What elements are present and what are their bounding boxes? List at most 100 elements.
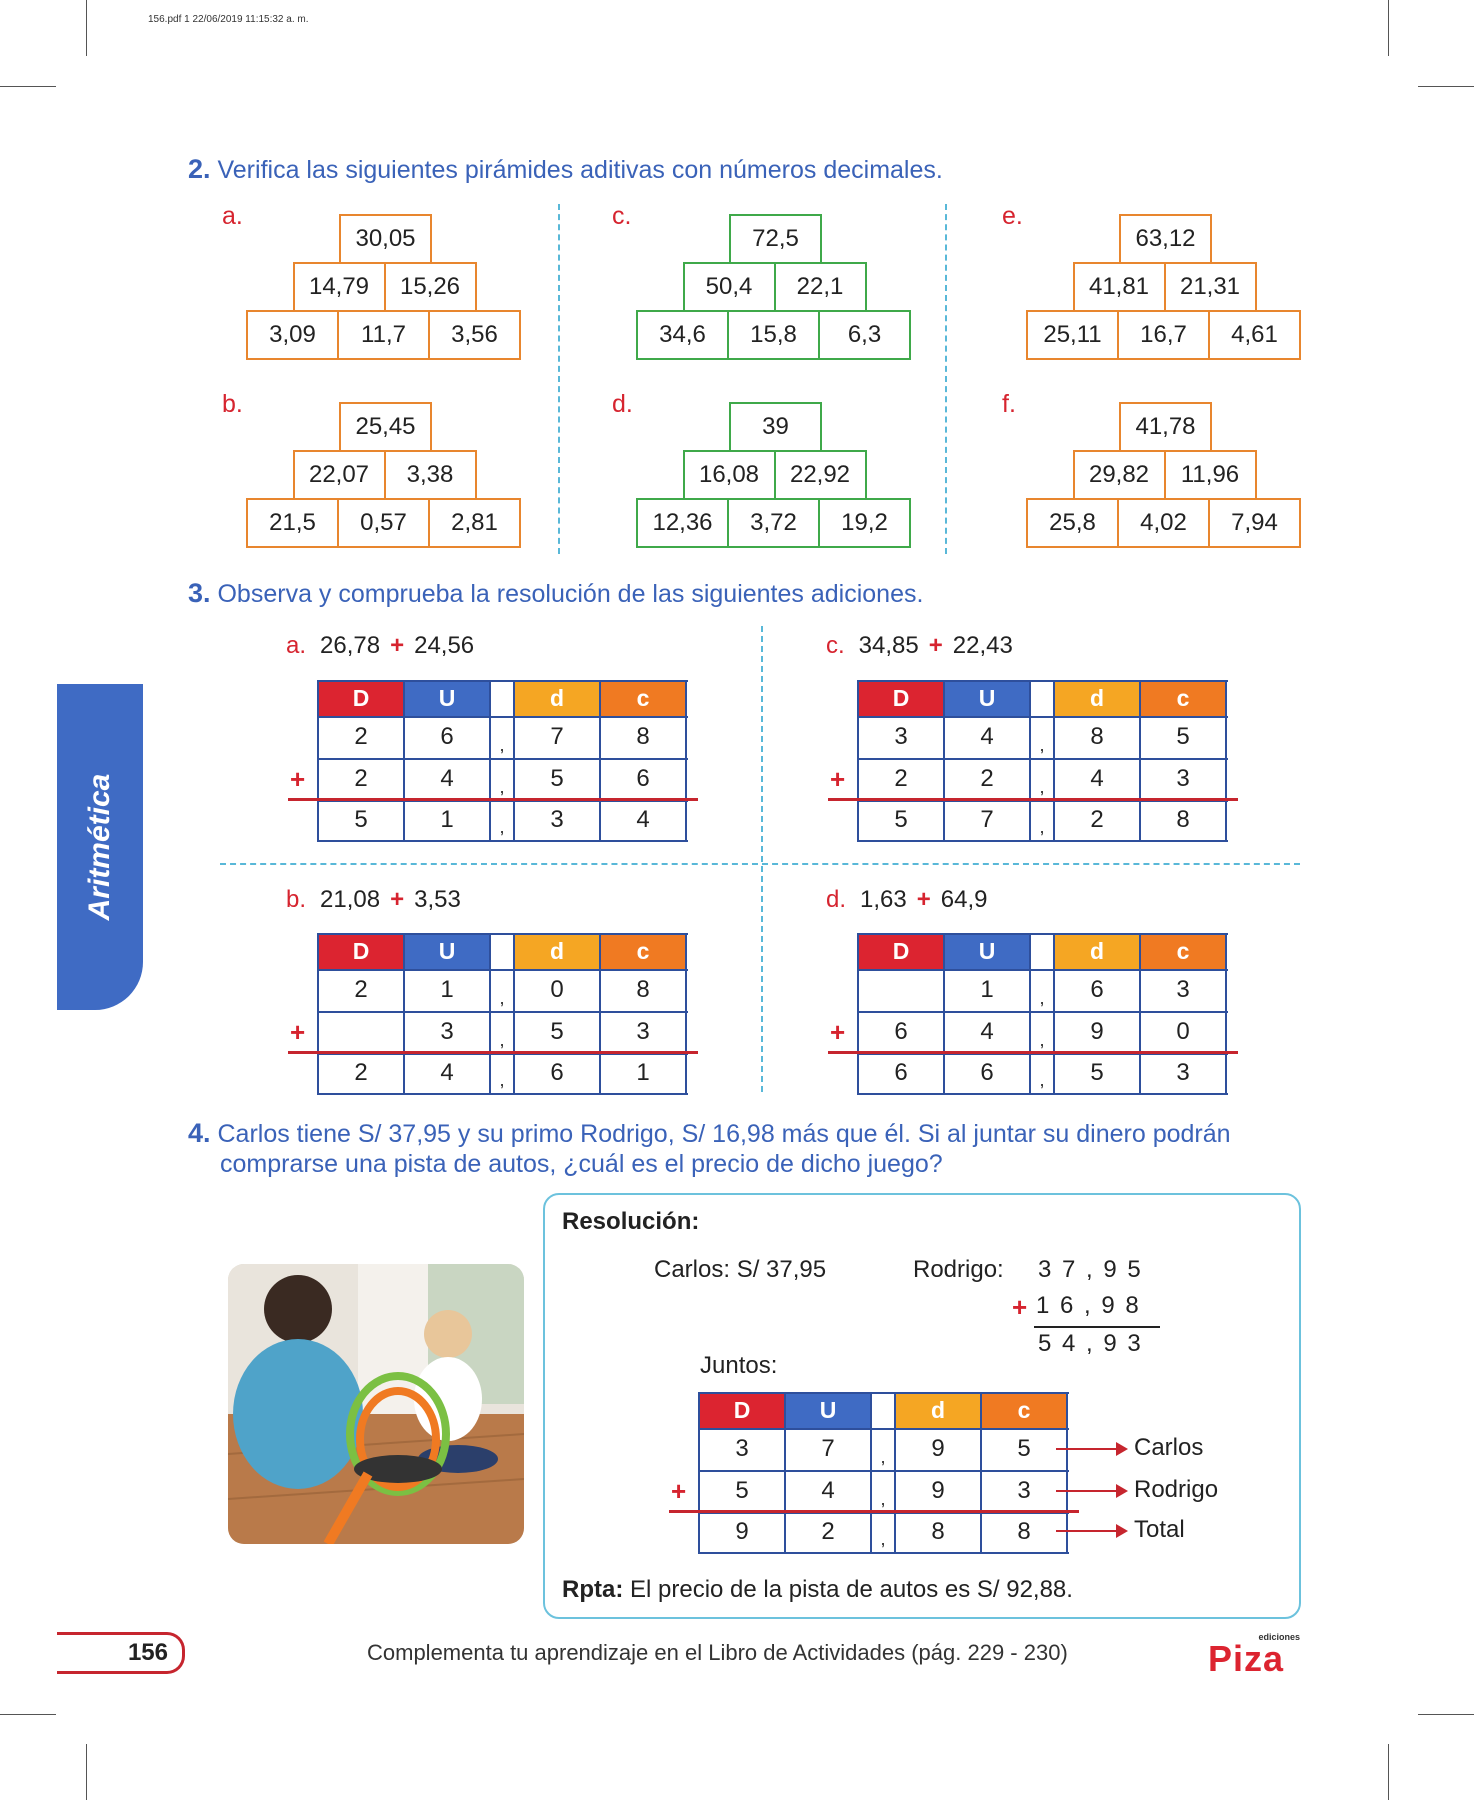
table-digit: 3 — [894, 723, 908, 750]
pyramid-cell: 63,12 — [1119, 214, 1212, 264]
table-header-cell: D — [699, 1392, 785, 1428]
table-header-cell — [1030, 933, 1054, 969]
pyramid-cell: 22,92 — [773, 450, 867, 500]
table-digit: 5 — [354, 806, 368, 833]
section2-title: Verifica las siguientes pirámides aditiv… — [217, 156, 943, 184]
divider-horizontal — [220, 863, 1300, 865]
pyramid-cell: 39 — [729, 402, 822, 452]
section3-number: 3. — [188, 578, 211, 608]
pyramid-cell: 25,11 — [1026, 310, 1119, 360]
table-header-cell: D — [858, 933, 944, 969]
table-grid-line — [1053, 680, 1055, 842]
pyramid-cell: 14,79 — [292, 262, 386, 312]
decimal-comma: , — [1039, 1070, 1045, 1090]
table-digit: 9 — [735, 1518, 749, 1545]
addend: 3,53 — [414, 886, 461, 913]
table-header-cell: d — [514, 933, 600, 969]
decimal-comma: , — [499, 777, 505, 797]
kids-playing-photo — [228, 1264, 524, 1544]
table-digit: 8 — [1017, 1518, 1031, 1545]
answer-label: Rpta: — [562, 1576, 624, 1603]
table-digit: 8 — [636, 723, 650, 750]
section2-instruction: 2. Verifica las siguientes pirámides adi… — [188, 154, 943, 185]
pyramid-cell: 34,6 — [636, 310, 729, 360]
table-digit: 0 — [1176, 1018, 1190, 1045]
table-digit: 3 — [1176, 976, 1190, 1003]
pyramid-label: c. — [612, 202, 632, 230]
table-grid-line — [513, 680, 515, 842]
pyramid-cell: 41,81 — [1072, 262, 1166, 312]
section4-line2: comprarse una pista de autos, ¿cuál es e… — [220, 1150, 943, 1178]
table-grid-line — [1029, 680, 1031, 842]
table-grid-line — [513, 933, 515, 1095]
table-digit: 4 — [1090, 765, 1104, 792]
arrow-line — [1056, 1490, 1120, 1492]
table-grid-line — [858, 680, 1228, 682]
addition-letter: a. — [286, 632, 307, 659]
table-digit: 5 — [1090, 1059, 1104, 1086]
table-header-cell — [490, 933, 514, 969]
decimal-comma: , — [1039, 988, 1045, 1008]
pyramid-cell: 0,57 — [337, 498, 430, 548]
sum-line — [828, 1051, 1238, 1054]
pyramid-cell: 4,02 — [1117, 498, 1210, 548]
table-header-cell: c — [981, 1392, 1067, 1428]
pyramid-cell: 21,31 — [1163, 262, 1257, 312]
table-grid-line — [980, 1392, 982, 1554]
sum-line — [288, 798, 698, 801]
row-label: Rodrigo — [1134, 1476, 1219, 1503]
arrow-head-icon — [1116, 1442, 1128, 1456]
table-digit: 4 — [821, 1477, 835, 1504]
row-label: Total — [1134, 1516, 1185, 1543]
answer-line: Rpta: El precio de la pista de autos es … — [562, 1576, 1073, 1604]
crop-mark — [1388, 1744, 1389, 1800]
addition-pyramid: 39 16,08 22,92 12,36 3,72 19,2 — [636, 402, 915, 552]
table-grid-line — [858, 969, 1228, 971]
table-grid-line — [599, 680, 601, 842]
pyramid-cell: 30,05 — [339, 214, 432, 264]
table-grid-line — [685, 933, 687, 1095]
addition-pyramid: 72,5 50,4 22,1 34,6 15,8 6,3 — [636, 214, 915, 364]
pyramid-label: f. — [1002, 390, 1016, 418]
table-digit: 2 — [354, 976, 368, 1003]
rodrigo-sum-b: 1 6 , 9 8 — [1036, 1292, 1141, 1319]
table-digit: 1 — [440, 806, 454, 833]
pyramid-cell: 11,96 — [1163, 450, 1257, 500]
section4-line1: Carlos tiene S/ 37,95 y su primo Rodrigo… — [217, 1120, 1231, 1148]
crop-mark — [1388, 0, 1389, 56]
table-digit: 2 — [821, 1518, 835, 1545]
table-digit: 3 — [550, 806, 564, 833]
table-digit: 5 — [1176, 723, 1190, 750]
table-grid-line — [943, 680, 945, 842]
table-header-cell: c — [1140, 680, 1226, 716]
plus-sign: + — [830, 764, 846, 794]
table-header-cell — [490, 680, 514, 716]
plus-sign: + — [671, 1476, 687, 1506]
table-grid-line — [784, 1392, 786, 1554]
pyramid-cell: 19,2 — [818, 498, 911, 548]
pyramid-cell: 11,7 — [337, 310, 430, 360]
table-digit: 3 — [735, 1435, 749, 1462]
pyramid-label: b. — [222, 390, 243, 418]
table-digit: 5 — [1017, 1435, 1031, 1462]
table-grid-line — [318, 1093, 688, 1095]
table-grid-line — [685, 680, 687, 842]
arrow-line — [1056, 1448, 1120, 1450]
addend: 22,43 — [952, 632, 1013, 659]
pyramid-cell: 12,36 — [636, 498, 729, 548]
table-header-cell: D — [318, 933, 404, 969]
table-digit: 8 — [636, 976, 650, 1003]
table-digit: 6 — [636, 765, 650, 792]
table-grid-line — [699, 1552, 1069, 1554]
pyramid-cell: 16,08 — [682, 450, 776, 500]
footer-text: Complementa tu aprendizaje en el Libro d… — [367, 1640, 1068, 1665]
table-digit: 5 — [550, 765, 564, 792]
section4-instruction: 4. Carlos tiene S/ 37,95 y su primo Rodr… — [188, 1118, 1231, 1179]
plus-sign: + — [290, 1017, 306, 1047]
table-digit: 2 — [354, 1059, 368, 1086]
table-digit: 4 — [440, 1059, 454, 1086]
